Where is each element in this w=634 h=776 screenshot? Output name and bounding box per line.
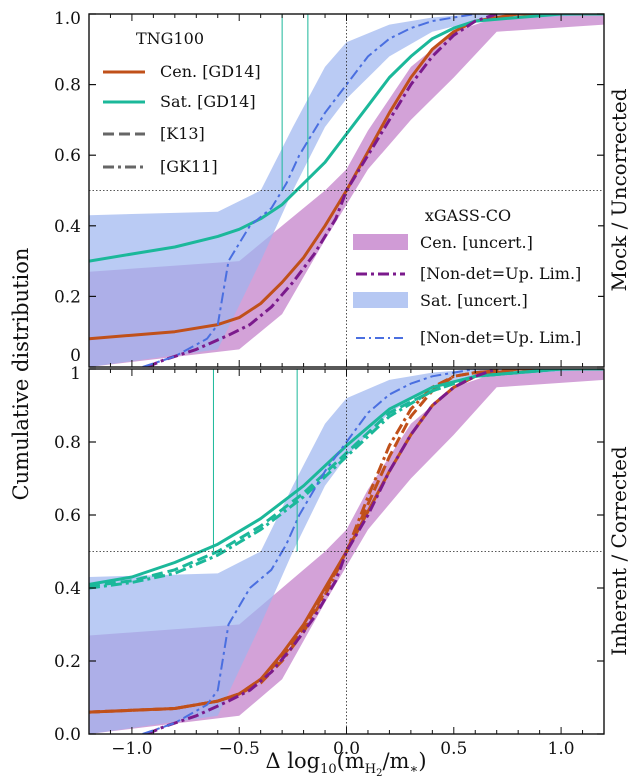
legend-swatch-sat-uncert xyxy=(353,292,408,308)
band-sat-uncert xyxy=(89,14,604,367)
y-tick-label-bot-4: 0.8 xyxy=(54,433,81,453)
x-tick-label-3: 0.5 xyxy=(440,739,467,759)
legend-label-sat-nondet: [Non-det=Up. Lim.] xyxy=(420,328,581,347)
y-axis-label: Cumulative distribution xyxy=(9,248,33,501)
y-tick-label-top-4: 0.8 xyxy=(54,76,81,96)
series-line-sat-non-det-xgass xyxy=(142,369,476,734)
bottom-panel: 0.0 0.2 0.4 0.6 0.8 1 −1.0 −0.5 0.0 0.5 1.0 xyxy=(54,364,605,759)
legend-label-k13: [K13] xyxy=(160,124,205,143)
x-tick-label-1: −0.5 xyxy=(219,739,260,759)
legend-xgass-title: xGASS-CO xyxy=(425,206,511,225)
series-line-cen-gk11 xyxy=(89,369,604,714)
legend-label-sat-gd14: Sat. [GD14] xyxy=(160,92,256,111)
legend-xgass-co: xGASS-CO Cen. [uncert.] [Non-det=Up. Lim… xyxy=(353,203,598,353)
bottom-side-label: Inherent / Corrected xyxy=(607,446,631,656)
legend-tng100: TNG100 Cen. [GD14] Sat. [GD14] [K13] [GK… xyxy=(103,29,261,176)
legend-swatch-cen-uncert xyxy=(353,234,408,250)
y-tick-label-top-3: 0.6 xyxy=(54,146,81,166)
legend-label-gk11: [GK11] xyxy=(160,157,218,176)
legend-label-cen-uncert: Cen. [uncert.] xyxy=(420,233,533,252)
y-tick-label-bot-1: 0.2 xyxy=(54,652,81,672)
legend-label-cen-nondet: [Non-det=Up. Lim.] xyxy=(420,264,581,283)
series-line-sat-non-det-xgass xyxy=(142,14,476,367)
y-tick-label-bot-0: 0.0 xyxy=(54,725,81,745)
legend-tng-title: TNG100 xyxy=(136,29,204,48)
band-sat-uncert xyxy=(89,369,604,734)
series-line-cen-non-det-xgass xyxy=(146,14,498,367)
y-tick-label-bot-2: 0.4 xyxy=(54,579,81,599)
series-line-cen-non-det-xgass xyxy=(146,369,498,734)
y-tick-label-bot-5: 1 xyxy=(70,364,81,384)
x-tick-label-4: 1.0 xyxy=(548,739,575,759)
top-panel: 0 0.2 0.4 0.6 0.8 1.0 xyxy=(54,9,605,368)
x-tick-label-2: 0.0 xyxy=(333,739,360,759)
legend-label-cen-gd14: Cen. [GD14] xyxy=(160,62,261,81)
y-tick-label-bot-3: 0.6 xyxy=(54,506,81,526)
x-axis-label: Δ log10(mH2/m∗) xyxy=(265,749,426,776)
x-tick-label-0: −1.0 xyxy=(111,739,152,759)
top-side-label: Mock / Uncorrected xyxy=(607,88,631,291)
y-tick-label-top-0: 0 xyxy=(70,346,81,366)
legend-xgass-background xyxy=(368,203,598,353)
y-tick-label-top-1: 0.2 xyxy=(54,287,81,307)
y-tick-label-top-2: 0.4 xyxy=(54,217,81,237)
legend-label-sat-uncert: Sat. [uncert.] xyxy=(420,291,528,310)
y-tick-label-top-5: 1.0 xyxy=(54,9,81,29)
